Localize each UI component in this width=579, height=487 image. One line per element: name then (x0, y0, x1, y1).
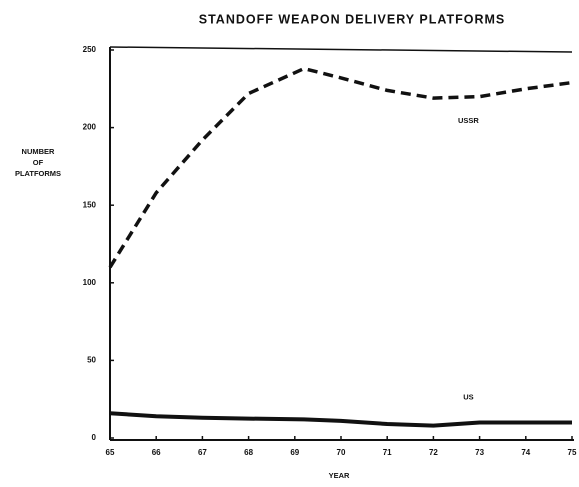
frame-top (109, 46, 573, 53)
x-tick-label: 69 (290, 448, 299, 457)
x-axis-label: YEAR (329, 471, 350, 480)
y-tick-label: 0 (92, 433, 97, 442)
x-tick-label: 67 (198, 448, 207, 457)
series-label: US (463, 393, 473, 402)
y-tick-label: 150 (83, 200, 97, 209)
x-tick-label: 68 (244, 448, 253, 457)
x-tick-label: 74 (521, 448, 530, 457)
y-axis-label: PLATFORMS (15, 169, 61, 178)
series-line (108, 66, 573, 269)
y-tick-label: 200 (83, 123, 97, 132)
y-axis-label: NUMBER (22, 147, 55, 156)
x-tick-label: 66 (152, 448, 161, 457)
x-tick-label: 73 (475, 448, 484, 457)
x-tick-label: 75 (568, 448, 577, 457)
y-axis-label: OF (33, 158, 44, 167)
x-tick-label: 71 (383, 448, 392, 457)
x-tick-label: 70 (337, 448, 346, 457)
series-label: USSR (458, 116, 479, 125)
y-tick-label: 250 (83, 45, 97, 54)
x-tick-label: 72 (429, 448, 438, 457)
x-tick-label: 65 (106, 448, 115, 457)
chart-title: STANDOFF WEAPON DELIVERY PLATFORMS (199, 12, 505, 26)
y-tick-label: 100 (83, 278, 97, 287)
y-tick-label: 50 (87, 356, 96, 365)
series-line (109, 411, 572, 428)
